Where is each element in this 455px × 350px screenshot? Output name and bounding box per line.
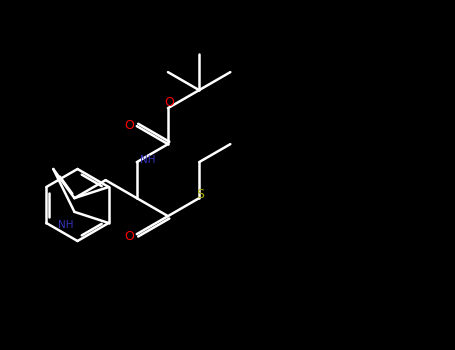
Text: NH: NH [58, 220, 73, 230]
Text: S: S [196, 188, 204, 201]
Text: O: O [124, 230, 134, 243]
Text: NH: NH [140, 155, 156, 164]
Text: O: O [164, 96, 174, 108]
Text: O: O [124, 119, 134, 132]
